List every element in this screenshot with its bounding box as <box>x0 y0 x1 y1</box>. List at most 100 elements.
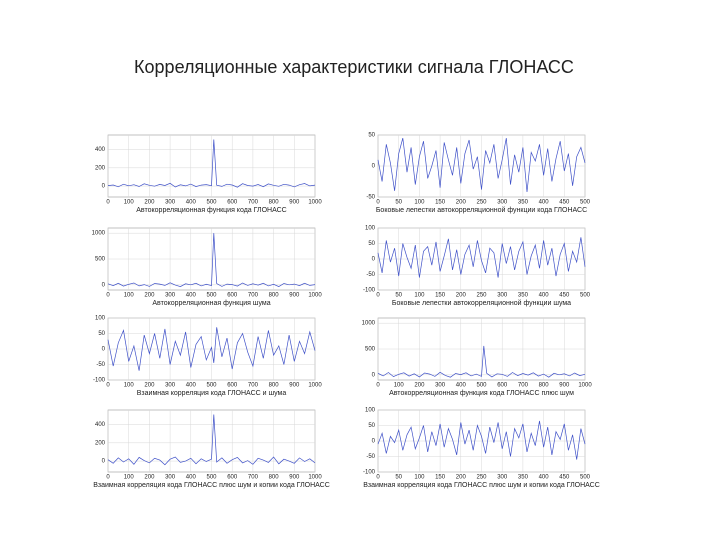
signal-line <box>107 233 316 287</box>
x-tick-label: 0 <box>376 475 380 481</box>
signal-line <box>107 327 316 371</box>
y-tick-label: -50 <box>366 195 375 201</box>
x-tick-label: 400 <box>186 475 197 481</box>
x-tick-label: 100 <box>394 383 405 389</box>
x-tick-label: 200 <box>144 383 155 389</box>
x-tick-label: 700 <box>248 383 259 389</box>
x-tick-label: 350 <box>518 200 529 206</box>
x-tick-label: 50 <box>395 200 402 206</box>
y-tick-label: -50 <box>366 272 375 278</box>
y-tick-label: 200 <box>95 165 106 171</box>
y-tick-label: -50 <box>366 454 375 460</box>
x-tick-label: 200 <box>144 475 155 481</box>
x-tick-label: 700 <box>248 475 259 481</box>
x-tick-label: 600 <box>497 383 508 389</box>
x-tick-label: 400 <box>539 293 550 299</box>
x-tick-label: 400 <box>539 475 550 481</box>
y-tick-label: 100 <box>95 316 106 322</box>
signal-line <box>377 138 586 193</box>
x-tick-label: 450 <box>559 200 570 206</box>
signal-line <box>107 139 316 188</box>
y-tick-label: -100 <box>363 288 376 294</box>
x-tick-label: 200 <box>456 475 467 481</box>
x-tick-label: 400 <box>539 200 550 206</box>
x-tick-label: 1000 <box>308 383 322 389</box>
y-tick-label: 200 <box>95 440 106 446</box>
chart-caption: Взаимная корреляция кода ГЛОНАСС плюс шу… <box>363 482 600 489</box>
y-tick-label: 50 <box>368 133 375 139</box>
chart-caption: Боковые лепестки автокорреляционной функ… <box>392 299 571 307</box>
x-tick-label: 350 <box>518 475 529 481</box>
x-tick-label: 700 <box>518 383 529 389</box>
x-tick-label: 800 <box>269 475 280 481</box>
y-tick-label: 500 <box>365 347 376 353</box>
x-tick-label: 300 <box>435 383 446 389</box>
slide-title: Корреляционные характеристики сигнала ГЛ… <box>134 57 574 77</box>
x-tick-label: 1000 <box>308 200 322 206</box>
x-tick-label: 0 <box>376 200 380 206</box>
x-tick-label: 500 <box>580 200 591 206</box>
x-tick-label: 700 <box>248 293 259 299</box>
x-tick-label: 0 <box>376 383 380 389</box>
x-tick-label: 300 <box>165 293 176 299</box>
y-tick-label: 0 <box>102 184 106 190</box>
x-tick-label: 900 <box>289 200 300 206</box>
x-tick-label: 250 <box>476 475 487 481</box>
x-tick-label: 0 <box>106 475 110 481</box>
x-tick-label: 200 <box>456 293 467 299</box>
chart-caption: Взаимная корреляция кода ГЛОНАСС и шума <box>137 390 287 397</box>
x-tick-label: 500 <box>206 293 217 299</box>
x-tick-label: 600 <box>227 383 238 389</box>
x-tick-label: 450 <box>559 475 570 481</box>
x-tick-label: 600 <box>227 475 238 481</box>
x-tick-label: 250 <box>476 293 487 299</box>
x-tick-label: 300 <box>497 200 508 206</box>
x-tick-label: 500 <box>580 293 591 299</box>
x-tick-label: 400 <box>186 383 197 389</box>
x-tick-label: 300 <box>165 383 176 389</box>
x-tick-label: 900 <box>289 383 300 389</box>
x-tick-label: 200 <box>414 383 425 389</box>
y-tick-label: -50 <box>96 362 105 368</box>
x-tick-label: 100 <box>124 200 135 206</box>
x-tick-label: 100 <box>124 293 135 299</box>
y-tick-label: 50 <box>98 331 105 337</box>
x-tick-label: 1000 <box>308 475 322 481</box>
y-tick-label: 100 <box>365 408 376 414</box>
y-tick-label: 500 <box>95 257 106 263</box>
x-tick-label: 100 <box>414 200 425 206</box>
x-tick-label: 150 <box>435 293 446 299</box>
y-tick-label: 1000 <box>362 321 376 327</box>
x-tick-label: 900 <box>289 475 300 481</box>
x-tick-label: 100 <box>414 293 425 299</box>
x-tick-label: 600 <box>227 200 238 206</box>
y-tick-label: 1000 <box>92 231 106 237</box>
y-tick-label: 0 <box>102 347 106 353</box>
x-tick-label: 300 <box>497 293 508 299</box>
y-tick-label: 400 <box>95 147 106 153</box>
chart-caption: Автокорреляционная функция шума <box>152 300 270 307</box>
x-tick-label: 200 <box>144 200 155 206</box>
x-tick-label: 500 <box>476 383 487 389</box>
x-tick-label: 100 <box>124 383 135 389</box>
y-tick-label: 0 <box>102 282 106 288</box>
x-tick-label: 200 <box>144 293 155 299</box>
signal-line <box>107 414 316 466</box>
y-tick-label: 100 <box>365 226 376 232</box>
y-tick-label: 50 <box>368 241 375 247</box>
x-tick-label: 100 <box>414 475 425 481</box>
x-tick-label: 300 <box>165 200 176 206</box>
x-tick-label: 800 <box>269 383 280 389</box>
x-tick-label: 400 <box>186 200 197 206</box>
x-tick-label: 900 <box>289 293 300 299</box>
x-tick-label: 700 <box>248 200 259 206</box>
y-tick-label: -100 <box>93 378 106 384</box>
x-tick-label: 50 <box>395 475 402 481</box>
x-tick-label: 100 <box>124 475 135 481</box>
x-tick-label: 0 <box>106 383 110 389</box>
x-tick-label: 500 <box>206 475 217 481</box>
x-tick-label: 1000 <box>308 293 322 299</box>
chart-caption: Боковые лепестки автокорреляционной функ… <box>376 206 587 214</box>
signal-line <box>377 345 586 378</box>
